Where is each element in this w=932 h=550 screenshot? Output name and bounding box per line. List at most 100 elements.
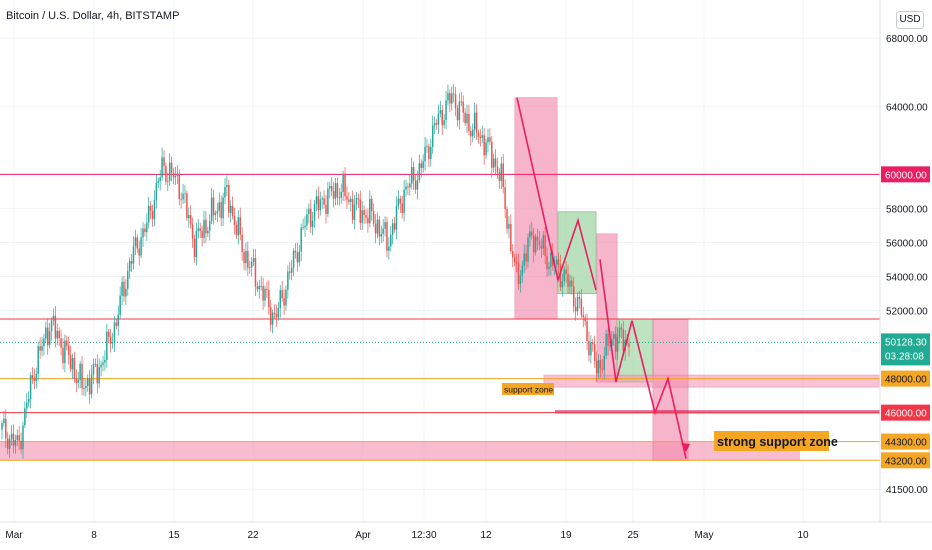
- candle-body: [306, 214, 308, 226]
- candle-body: [555, 259, 558, 265]
- candle-body: [500, 163, 503, 182]
- candle-body: [548, 266, 550, 269]
- candle-body: [384, 222, 386, 229]
- candle-body: [582, 315, 585, 318]
- candle-body: [403, 189, 405, 213]
- candle-body: [266, 288, 268, 291]
- candle-body: [510, 223, 512, 252]
- candle-body: [268, 290, 270, 308]
- candle-body: [100, 364, 102, 368]
- candle-body: [180, 198, 182, 200]
- time-tick: 25: [627, 530, 639, 541]
- candle-body: [325, 204, 327, 214]
- candle-body: [424, 146, 426, 162]
- candle-body: [136, 237, 139, 249]
- candle-body: [489, 137, 491, 142]
- candle-body: [378, 219, 381, 237]
- candle-body: [167, 180, 169, 182]
- candle-body: [41, 346, 43, 351]
- candle-body: [245, 250, 247, 264]
- candle-body: [540, 245, 543, 249]
- candle-body: [395, 205, 398, 230]
- candle-body: [90, 374, 93, 395]
- time-axis[interactable]: Mar 8 15 22 Apr 12:30 12 19 25 May 10: [0, 521, 932, 550]
- candle-body: [85, 386, 87, 389]
- candle-body: [346, 196, 348, 200]
- candle-body: [138, 248, 140, 256]
- candle-body: [269, 307, 272, 325]
- candle-body: [340, 191, 342, 198]
- candle-body: [527, 237, 529, 262]
- candle-body: [313, 204, 316, 221]
- candle-body: [334, 183, 337, 199]
- candle-body: [289, 271, 291, 273]
- currency-button[interactable]: USD: [896, 11, 924, 29]
- support-zone-label: support zone: [504, 385, 553, 395]
- candle-body: [342, 174, 344, 192]
- candle-body: [302, 227, 304, 229]
- candle-body: [52, 315, 55, 321]
- candle-body: [111, 342, 114, 344]
- candle-body: [127, 271, 129, 289]
- candle-body: [125, 288, 127, 297]
- candle-body: [393, 223, 396, 230]
- candle-body: [430, 146, 432, 159]
- candle-body: [247, 250, 249, 268]
- price-axis[interactable]: 68000.00 64000.00 60000.00 58000.00 56000.00…: [879, 0, 932, 550]
- candle-body: [492, 158, 495, 168]
- candle-body: [62, 347, 64, 364]
- time-tick: Mar: [5, 530, 23, 541]
- candle-body: [479, 136, 482, 138]
- candle-body: [399, 198, 402, 204]
- candle-body: [584, 317, 586, 322]
- candle-body: [370, 198, 373, 212]
- price-label: 48000.00: [885, 375, 927, 386]
- candle-body: [590, 342, 592, 356]
- candle-body: [60, 338, 62, 348]
- candle-body: [176, 173, 179, 176]
- projection-line-1: [516, 97, 597, 291]
- candle-body: [75, 378, 78, 383]
- candle-body: [405, 186, 407, 190]
- candle-body: [12, 433, 15, 446]
- candle-body: [569, 280, 571, 287]
- candle-body: [81, 363, 83, 389]
- candle-body: [567, 274, 569, 287]
- candle-body: [618, 327, 621, 338]
- candle-body: [77, 379, 79, 383]
- candle-body: [546, 256, 548, 269]
- candle-body: [69, 354, 72, 370]
- price-label: 46000.00: [885, 409, 927, 420]
- candle-body: [168, 162, 171, 181]
- candle-body: [235, 224, 238, 236]
- candle-body: [557, 259, 560, 265]
- candle-body: [561, 281, 564, 288]
- candle-body: [210, 197, 213, 221]
- candle-body: [214, 213, 217, 216]
- candle-body: [574, 306, 577, 312]
- candle-body: [468, 113, 470, 131]
- candle-body: [593, 344, 596, 361]
- pink-box-1: [514, 97, 558, 320]
- candle-body: [580, 298, 583, 316]
- candle-body: [454, 94, 457, 109]
- candle-body: [48, 331, 51, 346]
- candle-body: [534, 236, 537, 253]
- candle-body: [443, 120, 445, 126]
- candle-body: [475, 112, 478, 133]
- candle-body: [586, 321, 588, 341]
- candle-body: [437, 113, 440, 125]
- candle-body: [529, 231, 531, 238]
- price-tick: 64000.00: [886, 102, 928, 113]
- time-axis-bg: [0, 522, 932, 550]
- candle-body: [262, 285, 264, 301]
- candle-body: [106, 331, 108, 360]
- candle-body: [159, 177, 161, 181]
- candle-body: [22, 425, 24, 450]
- candle-body: [576, 296, 579, 312]
- price-label-bg: [881, 166, 930, 183]
- candle-body: [155, 182, 158, 200]
- candle-body: [193, 238, 196, 258]
- price-label: 60000.00: [885, 170, 927, 181]
